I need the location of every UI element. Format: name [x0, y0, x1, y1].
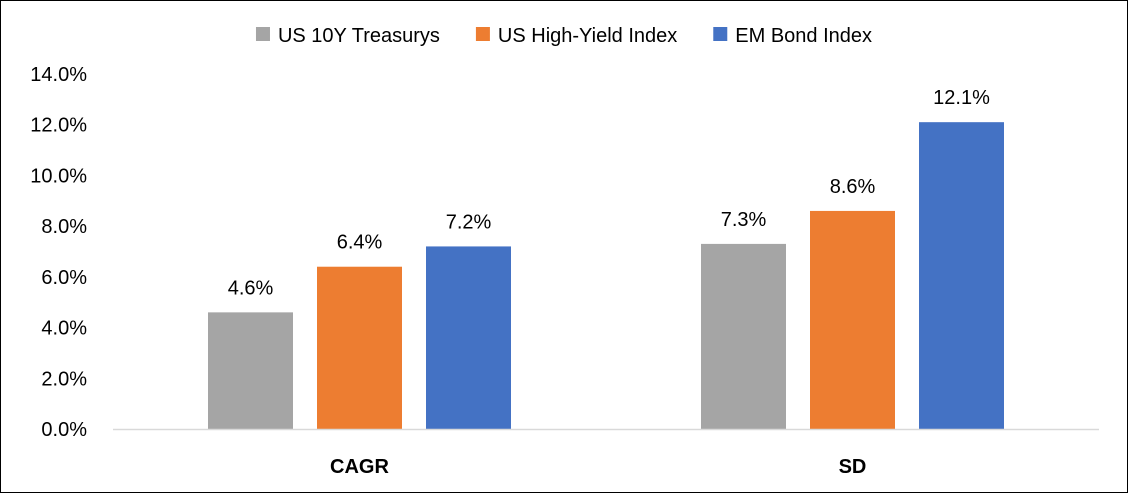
y-tick-label: 14.0%: [30, 64, 87, 86]
bar-sd-series-3: [919, 122, 1004, 429]
y-tick-label: 0.0%: [41, 419, 87, 441]
y-tick-label: 8.0%: [41, 216, 87, 238]
legend: US 10Y Treasurys US High-Yield Index EM Bo…: [255, 25, 872, 47]
x-category-label: SD: [839, 456, 867, 478]
y-tick-label: 6.0%: [41, 267, 87, 289]
legend-item: US High-Yield Index: [475, 25, 677, 47]
data-label: 12.1%: [933, 87, 990, 109]
bar-cagr-series-3: [426, 246, 511, 429]
legend-label: US 10Y Treasurys: [278, 25, 440, 47]
y-axis: 0.0% 2.0% 4.0% 6.0% 8.0% 10.0% 12.0% 14.0%: [30, 64, 87, 441]
legend-swatch: [475, 27, 490, 41]
y-tick-label: 2.0%: [41, 368, 87, 390]
bar-sd-series-2: [810, 210, 895, 429]
legend-item: EM Bond Index: [713, 25, 872, 47]
data-label: 7.3%: [721, 209, 767, 231]
bar-sd-series-1: [701, 243, 786, 429]
legend-label: US High-Yield Index: [498, 25, 677, 47]
x-category-label: CAGR: [330, 456, 389, 478]
y-tick-label: 10.0%: [30, 165, 87, 187]
bar-cagr-series-2: [317, 266, 402, 429]
data-label: 4.6%: [228, 277, 274, 299]
data-label: 6.4%: [337, 232, 383, 254]
bar-cagr-series-1: [208, 312, 293, 429]
data-label: 8.6%: [830, 176, 876, 198]
data-label: 7.2%: [446, 211, 492, 233]
x-axis: CAGR SD: [113, 428, 1099, 478]
y-tick-label: 12.0%: [30, 115, 87, 137]
legend-swatch: [255, 27, 270, 41]
bars: 4.6% 7.3% 6.4% 8.6% 7.2% 12.1%: [208, 87, 1004, 429]
legend-swatch: [713, 27, 728, 41]
legend-item: US 10Y Treasurys: [255, 25, 440, 47]
legend-label: EM Bond Index: [735, 25, 872, 47]
y-tick-label: 4.0%: [41, 318, 87, 340]
